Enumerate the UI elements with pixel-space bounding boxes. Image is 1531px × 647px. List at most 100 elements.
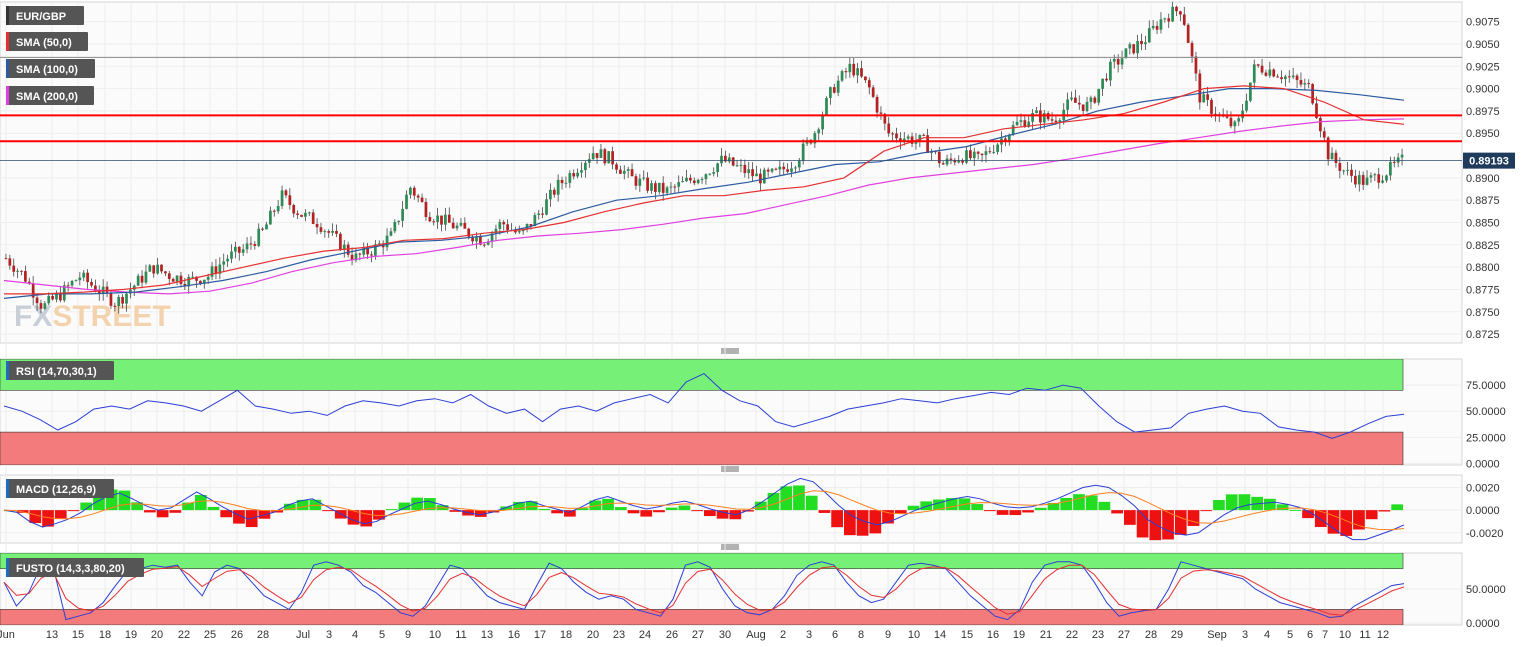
candle	[459, 218, 463, 227]
candle	[1179, 10, 1182, 22]
x-tick-label: 2	[780, 629, 786, 641]
macd-histogram-bar	[80, 502, 93, 511]
candle	[731, 156, 735, 167]
candle	[1373, 172, 1377, 181]
candle	[844, 67, 848, 79]
macd-histogram-bar	[118, 490, 131, 511]
candle	[1291, 67, 1295, 80]
candle	[307, 211, 311, 217]
candle	[218, 257, 222, 280]
candle	[895, 127, 898, 143]
resize-handle-macd[interactable]	[721, 466, 739, 472]
macd-histogram-bar	[105, 489, 118, 511]
y-tick-label: 0.8850	[1466, 217, 1500, 229]
candle	[836, 75, 840, 97]
candle	[241, 244, 245, 256]
candle	[1070, 91, 1073, 102]
macd-histogram-bar	[373, 510, 385, 520]
macd-histogram-bar	[194, 494, 207, 511]
candle	[136, 273, 140, 286]
x-tick-label: 10	[1339, 629, 1351, 641]
candle	[1136, 34, 1139, 59]
macd-histogram-bar	[1213, 499, 1225, 511]
y-tick-label: 0.8900	[1466, 173, 1500, 185]
candle	[311, 209, 315, 225]
candle	[1105, 73, 1108, 83]
macd-histogram-bar	[1022, 510, 1034, 513]
candle	[284, 189, 288, 199]
x-tick-label: 6	[1307, 629, 1313, 641]
x-tick-label: 26	[231, 629, 243, 641]
macd-histogram-bar	[589, 500, 602, 511]
candle	[226, 254, 229, 268]
macd-histogram-bar	[1124, 510, 1136, 525]
x-tick-label: 11	[455, 629, 466, 641]
candle	[1097, 88, 1101, 106]
y-tick-label: 0.9000	[1466, 84, 1500, 96]
candle	[949, 153, 953, 165]
candle	[187, 274, 191, 294]
candle	[1182, 6, 1186, 27]
macd-histogram-bar	[474, 510, 487, 517]
candle	[1163, 17, 1167, 23]
sma-100-tag[interactable]: SMA (100,0)	[6, 59, 95, 78]
candle	[1346, 162, 1349, 176]
x-tick-label: 22	[1066, 629, 1078, 641]
candle	[405, 190, 408, 210]
macd-histogram-bar	[933, 499, 945, 511]
x-tick-label: 10	[429, 629, 441, 641]
macd-histogram-bar	[1174, 510, 1187, 535]
candle	[253, 241, 257, 250]
candle	[630, 163, 634, 177]
candle	[1256, 63, 1260, 68]
candle	[829, 86, 832, 105]
macd-histogram-bar	[1200, 510, 1213, 512]
macd-histogram-bar	[894, 510, 907, 514]
candle	[1190, 40, 1194, 63]
candle	[673, 184, 677, 194]
candle	[622, 165, 626, 180]
candle	[432, 218, 436, 226]
candle	[988, 147, 992, 154]
macd-histogram-bar	[805, 495, 818, 511]
resize-handle-rsi[interactable]	[721, 348, 739, 354]
candle	[1365, 170, 1369, 186]
symbol-tag[interactable]: EUR/GBP	[6, 6, 84, 25]
macd-histogram-bar	[182, 502, 194, 511]
y-tick-label: 0.9075	[1466, 17, 1500, 29]
x-tick-label: 14	[934, 629, 946, 641]
candle	[1147, 20, 1151, 44]
candle	[685, 169, 688, 183]
fusto-tag[interactable]: FUSTO (14,3,3,80,20)	[6, 558, 144, 577]
macd-histogram-bar	[564, 510, 576, 517]
candle	[611, 146, 614, 170]
candle	[160, 264, 163, 274]
macd-histogram-bar	[844, 510, 856, 536]
rsi-tag[interactable]: RSI (14,70,30,1)	[6, 361, 114, 380]
y-tick-label: 0.9050	[1466, 39, 1500, 51]
candle	[1132, 44, 1136, 55]
candle	[1357, 170, 1361, 192]
sma-50-tag[interactable]: SMA (50,0)	[6, 32, 88, 51]
macd-histogram-bar	[233, 510, 245, 524]
x-tick-label: 19	[125, 629, 137, 641]
candle	[1194, 51, 1198, 82]
candle	[879, 106, 883, 120]
macd-histogram-bar	[1264, 498, 1276, 511]
candle	[1081, 104, 1085, 116]
candle	[751, 162, 754, 183]
candle	[607, 151, 611, 164]
candle	[696, 178, 700, 185]
macd-histogram-bar	[322, 510, 334, 512]
x-tick-label: 18	[99, 629, 111, 641]
macd-histogram-bar	[347, 510, 360, 525]
candle	[327, 229, 331, 238]
x-tick-label: 28	[1145, 629, 1157, 641]
candle	[813, 131, 817, 149]
macd-tag[interactable]: MACD (12,26,9)	[6, 479, 114, 498]
sma-200-tag[interactable]: SMA (200,0)	[6, 86, 94, 105]
candle	[132, 284, 136, 297]
macd-histogram-bar	[271, 510, 283, 513]
candle	[1206, 86, 1209, 106]
resize-handle-fusto[interactable]	[721, 544, 739, 550]
